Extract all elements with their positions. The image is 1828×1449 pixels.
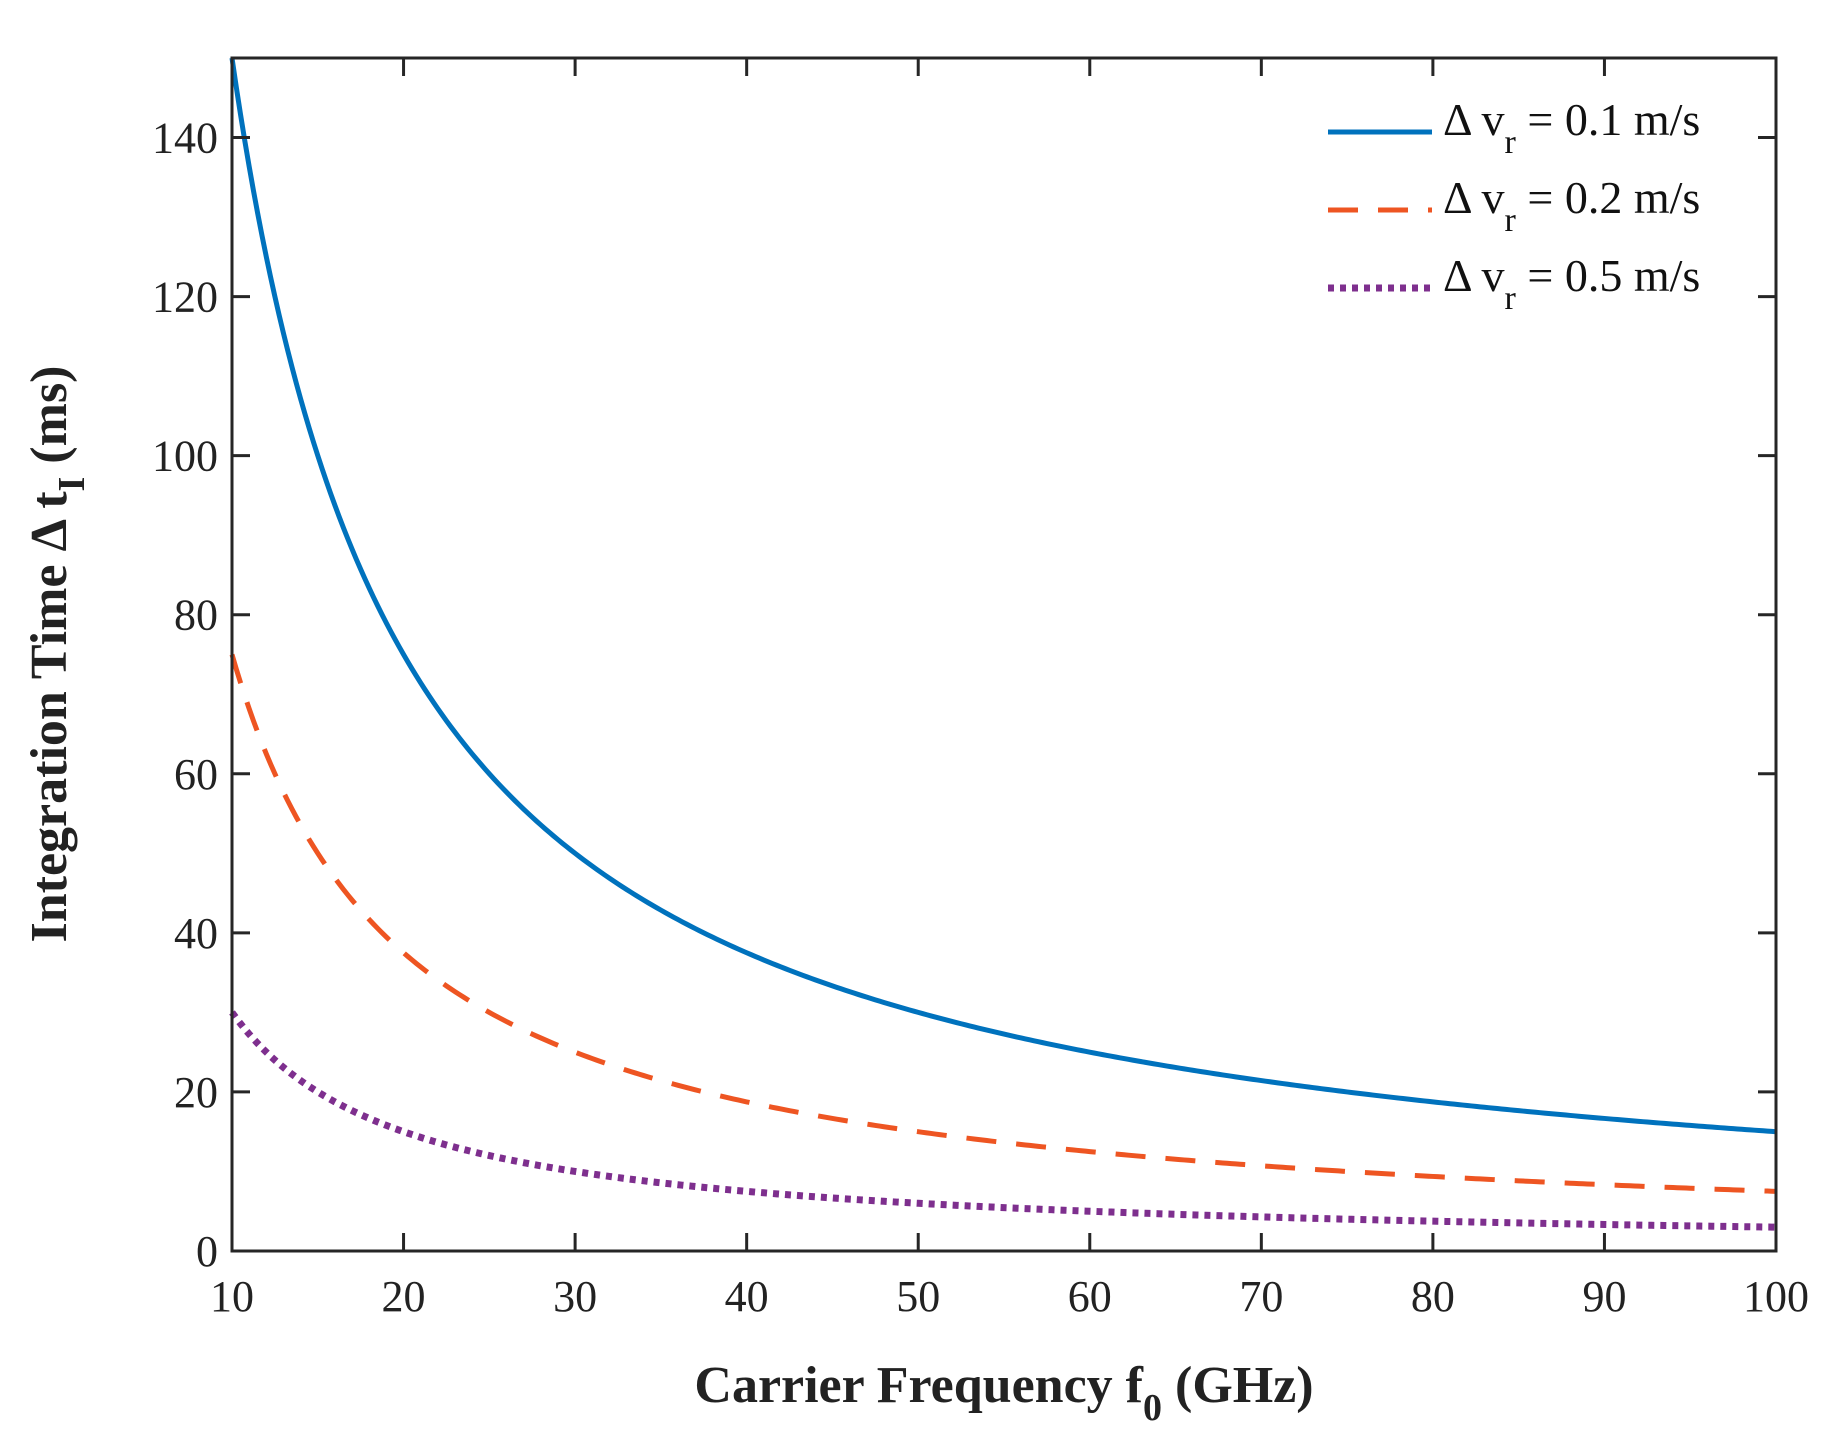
x-axis-title-main: Carrier Frequency f <box>694 1357 1143 1414</box>
y-tick-label: 60 <box>174 750 218 799</box>
x-tick-label: 60 <box>1068 1272 1112 1321</box>
x-axis-title: Carrier Frequency f0 (GHz) <box>694 1357 1313 1429</box>
series-layer <box>229 57 1777 1231</box>
legend-label-1-suffix: = 0.2 m/s <box>1516 172 1700 223</box>
y-tick-label: 80 <box>174 591 218 640</box>
legend-label-1-prefix: Δ v <box>1443 172 1505 223</box>
legend-label-2-suffix: = 0.5 m/s <box>1516 250 1700 301</box>
ticks-layer <box>230 58 1778 1253</box>
y-tick-label: 140 <box>152 114 218 163</box>
series-line-2 <box>229 1010 1777 1231</box>
y-tick-label: 40 <box>174 909 218 958</box>
x-tick-label: 100 <box>1743 1272 1809 1321</box>
legend-label-0-sub: r <box>1505 124 1517 161</box>
y-axis-title-suffix: (ms) <box>21 366 78 477</box>
legend-label-2: Δ vr = 0.5 m/s <box>1443 250 1700 317</box>
legend-label-0-prefix: Δ v <box>1443 94 1505 145</box>
legend-label-0: Δ vr = 0.1 m/s <box>1443 94 1700 161</box>
x-tick-label: 20 <box>382 1272 426 1321</box>
x-tick-label: 80 <box>1411 1272 1455 1321</box>
legend-label-2-prefix: Δ v <box>1443 250 1505 301</box>
x-tick-label: 30 <box>553 1272 597 1321</box>
x-tick-label: 50 <box>896 1272 940 1321</box>
x-tick-label: 40 <box>725 1272 769 1321</box>
y-axis-title-main: Integration Time Δ t <box>21 491 78 943</box>
y-tick-label: 20 <box>174 1068 218 1117</box>
y-tick-label: 100 <box>152 432 218 481</box>
legend-label-1: Δ vr = 0.2 m/s <box>1443 172 1700 239</box>
legend-label-2-sub: r <box>1505 280 1517 317</box>
x-axis-title-suffix: (GHz) <box>1162 1357 1314 1414</box>
tick-labels-layer: 10 20 30 40 50 60 70 80 90 100 0 20 40 60 80 100 120 140 <box>152 114 1809 1321</box>
x-tick-label: 10 <box>210 1272 254 1321</box>
series-line-1 <box>229 653 1777 1194</box>
x-tick-label: 70 <box>1239 1272 1283 1321</box>
y-tick-label: 0 <box>196 1227 218 1276</box>
legend: Δ vr = 0.1 m/s Δ vr = 0.2 m/s Δ vr = 0.5… <box>1328 94 1700 317</box>
plot-frame <box>230 56 1778 1253</box>
y-axis-title: Integration Time Δ tI (ms) <box>21 366 93 943</box>
x-tick-label: 90 <box>1582 1272 1626 1321</box>
y-tick-label: 120 <box>152 273 218 322</box>
y-axis-title-subscript: I <box>51 477 93 492</box>
x-axis-title-subscript: 0 <box>1143 1387 1162 1429</box>
legend-label-0-suffix: = 0.1 m/s <box>1516 94 1700 145</box>
series-line-0 <box>229 57 1777 1135</box>
legend-label-1-sub: r <box>1505 202 1517 239</box>
